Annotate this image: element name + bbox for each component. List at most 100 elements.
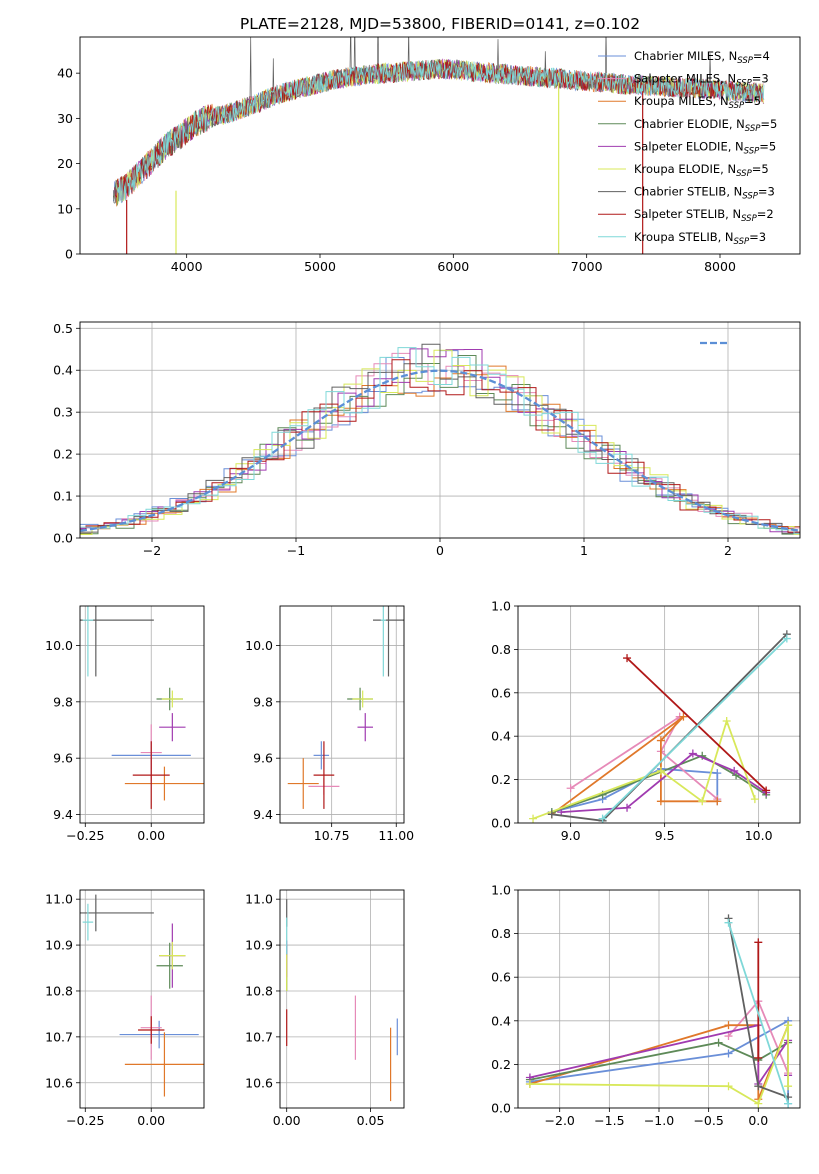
axes-mass-age: 10.75 11.00 9.4 9.6 9.8 10.0: [245, 605, 414, 843]
axes-frame: [279, 889, 405, 1109]
legend-entry-chabrier-elodie: Chabrier ELODIE, NSSP=5: [634, 117, 777, 134]
y-tick-label: 0.4: [491, 729, 511, 744]
y-tick-label: 0.4: [53, 363, 73, 378]
plot-area-z-weight: [518, 890, 800, 1108]
y-tick-label: 30: [57, 111, 73, 126]
y-tick-label: 0.8: [491, 642, 511, 657]
x-tick-label: −0.25: [66, 828, 104, 843]
axes-residuals: −2 −1 0 1 2 0.0 0.1 0.2 0.3 0.4 0.5: [53, 321, 801, 558]
y-tick-label: 0.1: [53, 489, 73, 504]
data-marker: [754, 938, 763, 947]
data-marker: [598, 814, 607, 823]
y-tick-label: 10.8: [45, 983, 73, 998]
y-tick-label: 0.0: [53, 531, 73, 546]
y-tick-label: 10.0: [245, 638, 273, 653]
y-tick-label: 0.3: [53, 405, 73, 420]
x-tick-label: 0.05: [357, 1113, 385, 1128]
data-point-chabrier-miles: [313, 741, 330, 770]
y-tick-label: 0.0: [491, 1101, 511, 1116]
data-point-salpeter-elodie: [159, 713, 186, 742]
data-point-chabrier-stelib: [373, 606, 404, 677]
data-point-salpeter-stelib: [138, 1016, 165, 1044]
normal-reference-curve: [80, 369, 800, 532]
y-tick-label: 10.7: [245, 1029, 273, 1044]
y-tick-label: 0.0: [491, 816, 511, 831]
data-marker: [566, 784, 575, 793]
data-marker: [784, 1082, 793, 1091]
series-line: [551, 767, 719, 813]
data-marker: [623, 803, 632, 812]
x-tick-label: 6000: [437, 259, 469, 274]
x-tick-label: 5000: [304, 259, 336, 274]
legend-entry-kroupa-stelib: Kroupa STELIB, NSSP=3: [634, 230, 766, 247]
legend-entry-chabrier-miles: Chabrier MILES, NSSP=4: [634, 49, 770, 66]
data-marker: [750, 795, 759, 804]
data-point-kroupa-elodie: [352, 690, 373, 708]
x-tick-label: 0.00: [137, 828, 165, 843]
y-tick-label: 0: [65, 247, 73, 262]
axes-frame: [79, 889, 205, 1109]
series-kroupa-stelib: [598, 634, 791, 823]
data-marker: [623, 654, 632, 663]
x-tick-label: 4000: [171, 259, 203, 274]
y-tick-label: 10.8: [245, 983, 273, 998]
x-tick-label: 8000: [704, 259, 736, 274]
series-kroupa-miles: [547, 712, 722, 819]
x-tick-label: 10.75: [314, 828, 350, 843]
x-tick-label: 9.5: [655, 828, 675, 843]
data-marker: [724, 918, 733, 927]
data-marker: [713, 769, 722, 778]
axes-z-age: −0.25 0.00 9.4 9.6 9.8 10.0: [45, 605, 205, 843]
y-tick-label: 10: [57, 201, 73, 216]
y-tick-label: 10.7: [45, 1029, 73, 1044]
data-point-salpeter-elodie: [357, 713, 373, 742]
x-tick-label: 11.00: [378, 828, 414, 843]
data-point-chabrier-elodie: [156, 942, 183, 989]
data-point-chabrier-stelib: [80, 606, 154, 677]
data-marker: [724, 1082, 733, 1091]
plot-area-spectrum: [112, 37, 765, 254]
y-tick-label: 10.9: [45, 938, 73, 953]
y-tick-label: 11.0: [45, 892, 73, 907]
axes-frame: [517, 605, 801, 824]
axes-frame: [79, 321, 801, 539]
data-marker: [754, 1053, 763, 1062]
x-tick-label: −1: [287, 543, 305, 558]
y-tick-label: 9.8: [53, 694, 73, 709]
data-marker: [656, 736, 665, 745]
y-tick-label: 10.9: [245, 938, 273, 953]
data-marker: [714, 1038, 723, 1047]
data-point-salpeter-stelib: [132, 741, 170, 809]
y-tick-label: 9.6: [53, 751, 73, 766]
data-marker: [722, 717, 731, 726]
y-tick-label: 0.2: [53, 447, 73, 462]
axes-age-weight: 9.0 9.5 10.0 0.0 0.2 0.4 0.6 0.8 1.0: [491, 599, 801, 843]
series-kroupa-elodie: [529, 717, 759, 823]
data-point-chabrier-stelib: [80, 894, 154, 932]
data-marker: [547, 810, 556, 819]
x-tick-label: −1.5: [594, 1113, 624, 1128]
y-tick-label: 11.0: [245, 892, 273, 907]
plot-area-ebv-mass: [280, 890, 404, 1108]
axes-z-weight: −2.0 −1.5 −1.0 −0.5 0.0 0.0 0.2 0.4 0.6 0.8 1.0: [491, 883, 801, 1128]
y-tick-label: 9.4: [53, 807, 73, 822]
axes-frame: [517, 889, 801, 1109]
plot-area-z-mass: [80, 890, 204, 1108]
x-tick-label: −2: [143, 543, 161, 558]
spectrum-line-kroupa-stelib: [115, 59, 765, 204]
series-line: [727, 922, 789, 1104]
axes-frame: [279, 605, 405, 824]
y-tick-label: 10.6: [245, 1075, 273, 1090]
data-point-kroupa-miles: [124, 766, 204, 801]
x-tick-label: −0.5: [693, 1113, 723, 1128]
histogram-chabrier-stelib: [80, 343, 800, 534]
series-line: [626, 657, 767, 792]
data-marker: [724, 1021, 733, 1030]
data-marker: [724, 1032, 733, 1041]
data-point-kroupa-stelib: [82, 903, 94, 941]
data-marker: [762, 786, 771, 795]
data-point-kroupa-stelib: [82, 606, 94, 677]
x-tick-label: 9.0: [561, 828, 581, 843]
series-line: [570, 715, 718, 800]
